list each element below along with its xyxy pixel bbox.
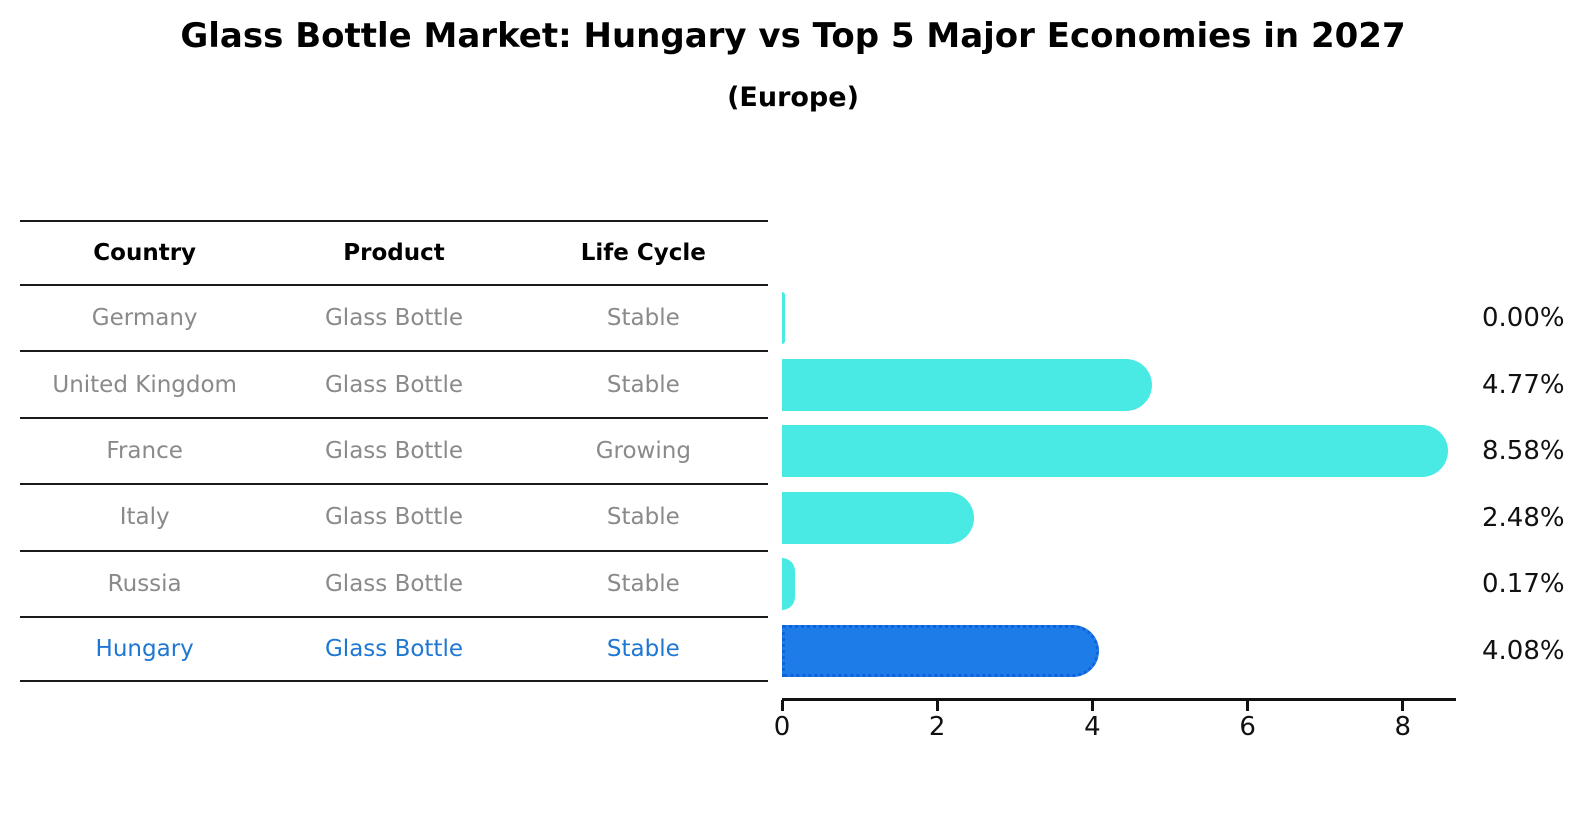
x-axis-tick: [780, 700, 784, 711]
chart-subtitle: (Europe): [727, 82, 859, 113]
cell-lifecycle: Stable: [606, 570, 680, 597]
bar-united-kingdom: [782, 358, 1153, 411]
bar-france: [782, 425, 1448, 478]
cell-lifecycle: Stable: [606, 371, 680, 398]
cell-product: Glass Bottle: [324, 636, 463, 663]
cell-country: Germany: [91, 305, 198, 332]
x-axis-tick: [935, 700, 939, 711]
table-row: Hungary Glass Bottle Stable: [20, 615, 768, 683]
cell-country: Italy: [119, 504, 170, 531]
cell-country: United Kingdom: [52, 371, 237, 398]
col-header-product: Product: [343, 240, 445, 266]
table-row: Germany Glass Bottle Stable: [20, 284, 768, 350]
x-axis-tick-label: 0: [773, 712, 791, 742]
bar-value-label: 4.77%: [1482, 369, 1565, 400]
table-row: France Glass Bottle Growing: [20, 416, 768, 483]
table-row: United Kingdom Glass Bottle Stable: [20, 350, 768, 416]
cell-product: Glass Bottle: [324, 437, 463, 464]
bar-hungary: [782, 624, 1099, 677]
table-body: Germany Glass Bottle Stable United Kingdom G…: [20, 284, 768, 683]
cell-country: France: [106, 437, 183, 464]
bar-value-label: 8.58%: [1482, 436, 1565, 467]
table-row: Italy Glass Bottle Stable: [20, 483, 768, 549]
bar-italy: [782, 491, 975, 544]
bar-value-label: 4.08%: [1482, 635, 1565, 666]
x-axis-line: [782, 698, 1456, 701]
x-axis-tick-label: 8: [1394, 712, 1412, 742]
cell-country: Hungary: [95, 636, 194, 663]
bar-germany: [782, 292, 785, 345]
bar-value-label: 0.17%: [1482, 569, 1565, 600]
x-axis-tick-label: 6: [1239, 712, 1256, 742]
cell-lifecycle: Stable: [606, 504, 680, 531]
x-axis-tick-label: 4: [1084, 712, 1101, 742]
col-header-lifecycle: Life Cycle: [580, 240, 706, 266]
cell-lifecycle: Stable: [606, 636, 680, 663]
cell-product: Glass Bottle: [324, 371, 463, 398]
cell-product: Glass Bottle: [324, 504, 463, 531]
cell-country: Russia: [107, 570, 182, 597]
bar-value-label: 2.48%: [1482, 502, 1565, 533]
x-axis-tick-label: 2: [928, 712, 946, 742]
bar-plot: [782, 285, 1472, 684]
x-axis-tick: [1246, 700, 1250, 711]
cell-lifecycle: Stable: [606, 305, 680, 332]
cell-product: Glass Bottle: [324, 305, 463, 332]
cell-lifecycle: Growing: [595, 437, 691, 464]
x-axis-tick: [1090, 700, 1094, 711]
cell-product: Glass Bottle: [324, 570, 463, 597]
table-header-row: Country Product Life Cycle: [20, 220, 768, 284]
col-header-country: Country: [93, 240, 197, 266]
x-axis-tick: [1401, 700, 1405, 711]
country-table: Country Product Life Cycle Germany Glass …: [20, 220, 768, 683]
table-row: Russia Glass Bottle Stable: [20, 549, 768, 616]
bar-russia: [782, 558, 796, 611]
chart-title: Glass Bottle Market: Hungary vs Top 5 Ma…: [180, 16, 1406, 56]
bar-value-label: 0.00%: [1482, 303, 1565, 334]
